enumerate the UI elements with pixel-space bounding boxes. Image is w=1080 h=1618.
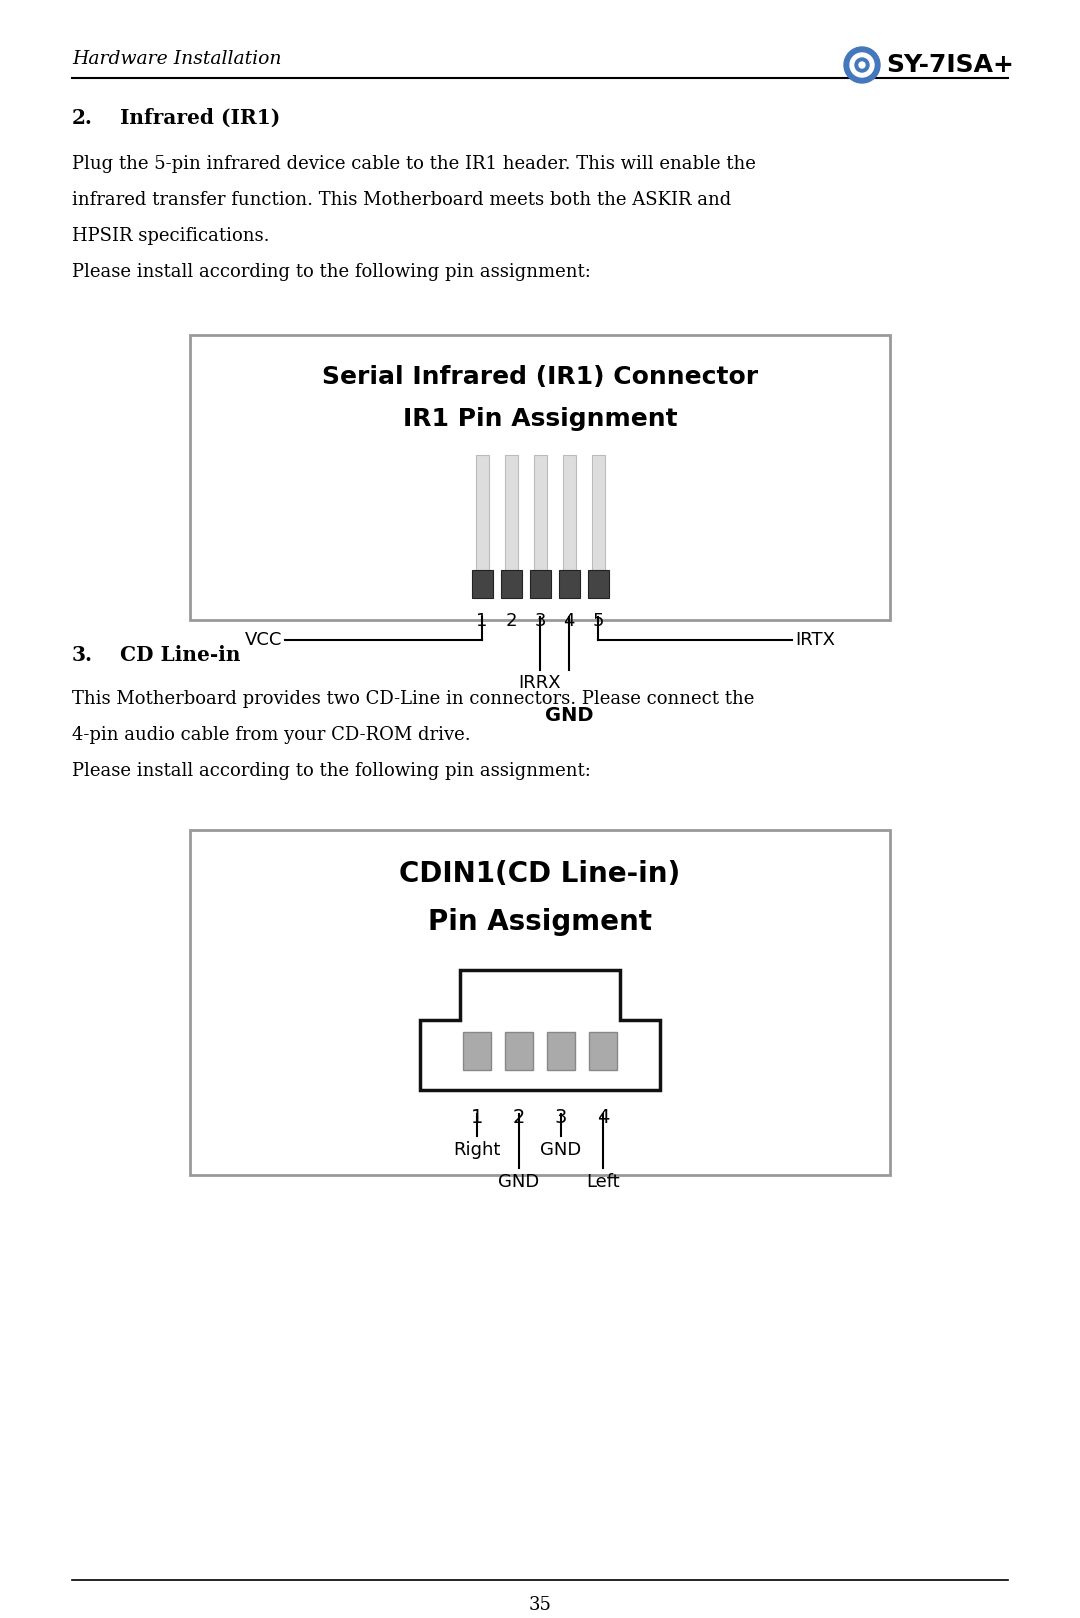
Circle shape	[859, 61, 865, 68]
Text: IRTX: IRTX	[795, 631, 835, 649]
Polygon shape	[420, 971, 660, 1091]
Text: IRRX: IRRX	[518, 675, 562, 693]
Text: IR1 Pin Assignment: IR1 Pin Assignment	[403, 408, 677, 430]
Text: 3.: 3.	[72, 646, 93, 665]
Text: 2: 2	[513, 1108, 525, 1128]
Text: SY-7ISA+: SY-7ISA+	[886, 53, 1014, 78]
Bar	[504, 455, 517, 570]
Bar	[589, 1032, 617, 1069]
Bar	[463, 1032, 491, 1069]
Bar	[558, 570, 580, 599]
Bar	[546, 1032, 575, 1069]
Text: Infrared (IR1): Infrared (IR1)	[120, 108, 280, 128]
Text: 2.: 2.	[72, 108, 93, 128]
Text: Pin Assigment: Pin Assigment	[428, 908, 652, 935]
Text: GND: GND	[540, 1141, 582, 1158]
Text: GND: GND	[498, 1173, 540, 1191]
Text: 5: 5	[592, 612, 604, 629]
Text: 1: 1	[476, 612, 488, 629]
Text: Plug the 5-pin infrared device cable to the IR1 header. This will enable the: Plug the 5-pin infrared device cable to …	[72, 155, 756, 173]
Text: 4-pin audio cable from your CD-ROM drive.: 4-pin audio cable from your CD-ROM drive…	[72, 726, 471, 744]
Text: GND: GND	[544, 705, 593, 725]
Bar	[592, 455, 605, 570]
Bar	[529, 570, 551, 599]
Text: Left: Left	[586, 1173, 620, 1191]
Text: Please install according to the following pin assignment:: Please install according to the followin…	[72, 264, 591, 282]
Text: This Motherboard provides two CD-Line in connectors. Please connect the: This Motherboard provides two CD-Line in…	[72, 689, 754, 709]
Bar	[588, 570, 608, 599]
Bar	[190, 830, 890, 1175]
Circle shape	[850, 53, 874, 78]
Text: 3: 3	[555, 1108, 567, 1128]
Text: 4: 4	[597, 1108, 609, 1128]
Text: CDIN1(CD Line-in): CDIN1(CD Line-in)	[400, 861, 680, 888]
Bar	[505, 1032, 534, 1069]
Text: Serial Infrared (IR1) Connector: Serial Infrared (IR1) Connector	[322, 366, 758, 388]
Text: HPSIR specifications.: HPSIR specifications.	[72, 227, 270, 244]
Text: VCC: VCC	[245, 631, 282, 649]
Circle shape	[843, 47, 880, 83]
Bar	[563, 455, 576, 570]
Text: 1: 1	[471, 1108, 483, 1128]
Text: Hardware Installation: Hardware Installation	[72, 50, 282, 68]
Bar	[534, 455, 546, 570]
Text: 4: 4	[564, 612, 575, 629]
Text: Please install according to the following pin assignment:: Please install according to the followin…	[72, 762, 591, 780]
Bar	[190, 335, 890, 620]
Text: 2: 2	[505, 612, 516, 629]
Text: CD Line-in: CD Line-in	[120, 646, 241, 665]
Bar	[472, 570, 492, 599]
Bar	[475, 455, 488, 570]
Text: Right: Right	[454, 1141, 501, 1158]
Text: 3: 3	[535, 612, 545, 629]
Text: 35: 35	[528, 1595, 552, 1615]
Bar	[500, 570, 522, 599]
Circle shape	[855, 58, 869, 71]
Text: infrared transfer function. This Motherboard meets both the ASKIR and: infrared transfer function. This Motherb…	[72, 191, 731, 209]
